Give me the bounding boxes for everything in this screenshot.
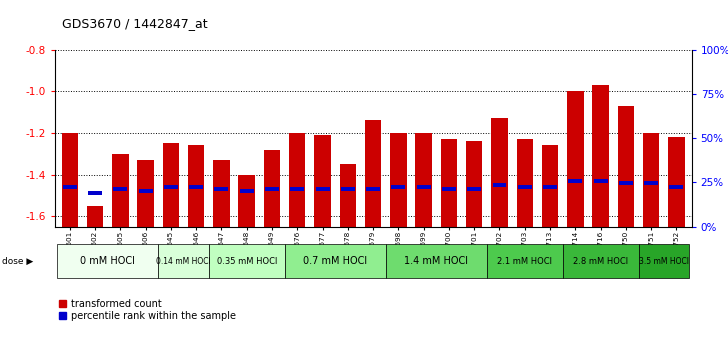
Bar (467, 187, 481, 191)
Legend: transformed count, percentile rank within the sample: transformed count, percentile rank withi… (60, 299, 236, 321)
Bar (240, 189, 253, 193)
Bar (215, 187, 229, 191)
Bar (264, 149, 280, 227)
Bar (188, 145, 205, 227)
Bar (416, 133, 432, 227)
Bar (466, 141, 483, 227)
Text: 0.14 mM HOCl: 0.14 mM HOCl (156, 257, 211, 266)
Bar (285, 244, 386, 278)
Bar (138, 160, 154, 227)
Bar (392, 185, 405, 189)
Bar (543, 185, 557, 189)
Bar (209, 244, 285, 278)
Text: 0.35 mM HOCl: 0.35 mM HOCl (216, 257, 277, 266)
Bar (162, 143, 179, 227)
Bar (87, 206, 103, 227)
Bar (57, 244, 158, 278)
Text: 1.4 mM HOCl: 1.4 mM HOCl (404, 256, 468, 266)
Bar (569, 179, 582, 183)
Bar (442, 187, 456, 191)
Bar (638, 244, 689, 278)
Bar (138, 189, 153, 193)
Bar (365, 120, 381, 227)
Bar (366, 187, 380, 191)
Bar (593, 85, 609, 227)
Bar (643, 133, 660, 227)
Bar (315, 187, 330, 191)
Bar (290, 187, 304, 191)
Text: GDS3670 / 1442847_at: GDS3670 / 1442847_at (62, 17, 207, 30)
Text: 2.8 mM HOCl: 2.8 mM HOCl (573, 257, 628, 266)
Bar (542, 145, 558, 227)
Bar (567, 91, 584, 227)
Bar (493, 183, 507, 187)
Bar (563, 244, 638, 278)
Bar (491, 118, 507, 227)
Bar (289, 133, 306, 227)
Text: 3.5 mM HOCl: 3.5 mM HOCl (638, 257, 689, 266)
Bar (112, 154, 129, 227)
Bar (386, 244, 487, 278)
Bar (164, 185, 178, 189)
Bar (593, 179, 608, 183)
Text: 0.7 mM HOCl: 0.7 mM HOCl (303, 256, 367, 266)
Bar (88, 192, 102, 195)
Bar (114, 187, 127, 191)
Bar (158, 244, 209, 278)
Bar (62, 133, 78, 227)
Bar (390, 133, 407, 227)
Bar (416, 185, 431, 189)
Bar (487, 244, 563, 278)
Bar (265, 187, 279, 191)
Bar (517, 139, 533, 227)
Bar (314, 135, 331, 227)
Bar (619, 181, 633, 185)
Bar (213, 160, 229, 227)
Bar (518, 185, 531, 189)
Bar (239, 175, 255, 227)
Bar (440, 139, 457, 227)
Bar (339, 164, 356, 227)
Bar (63, 185, 76, 189)
Bar (617, 106, 634, 227)
Bar (668, 137, 684, 227)
Bar (189, 185, 203, 189)
Text: 2.1 mM HOCl: 2.1 mM HOCl (497, 257, 553, 266)
Text: 0 mM HOCl: 0 mM HOCl (80, 256, 135, 266)
Bar (341, 187, 355, 191)
Text: dose ▶: dose ▶ (2, 257, 33, 266)
Bar (644, 181, 658, 185)
Bar (670, 185, 684, 189)
